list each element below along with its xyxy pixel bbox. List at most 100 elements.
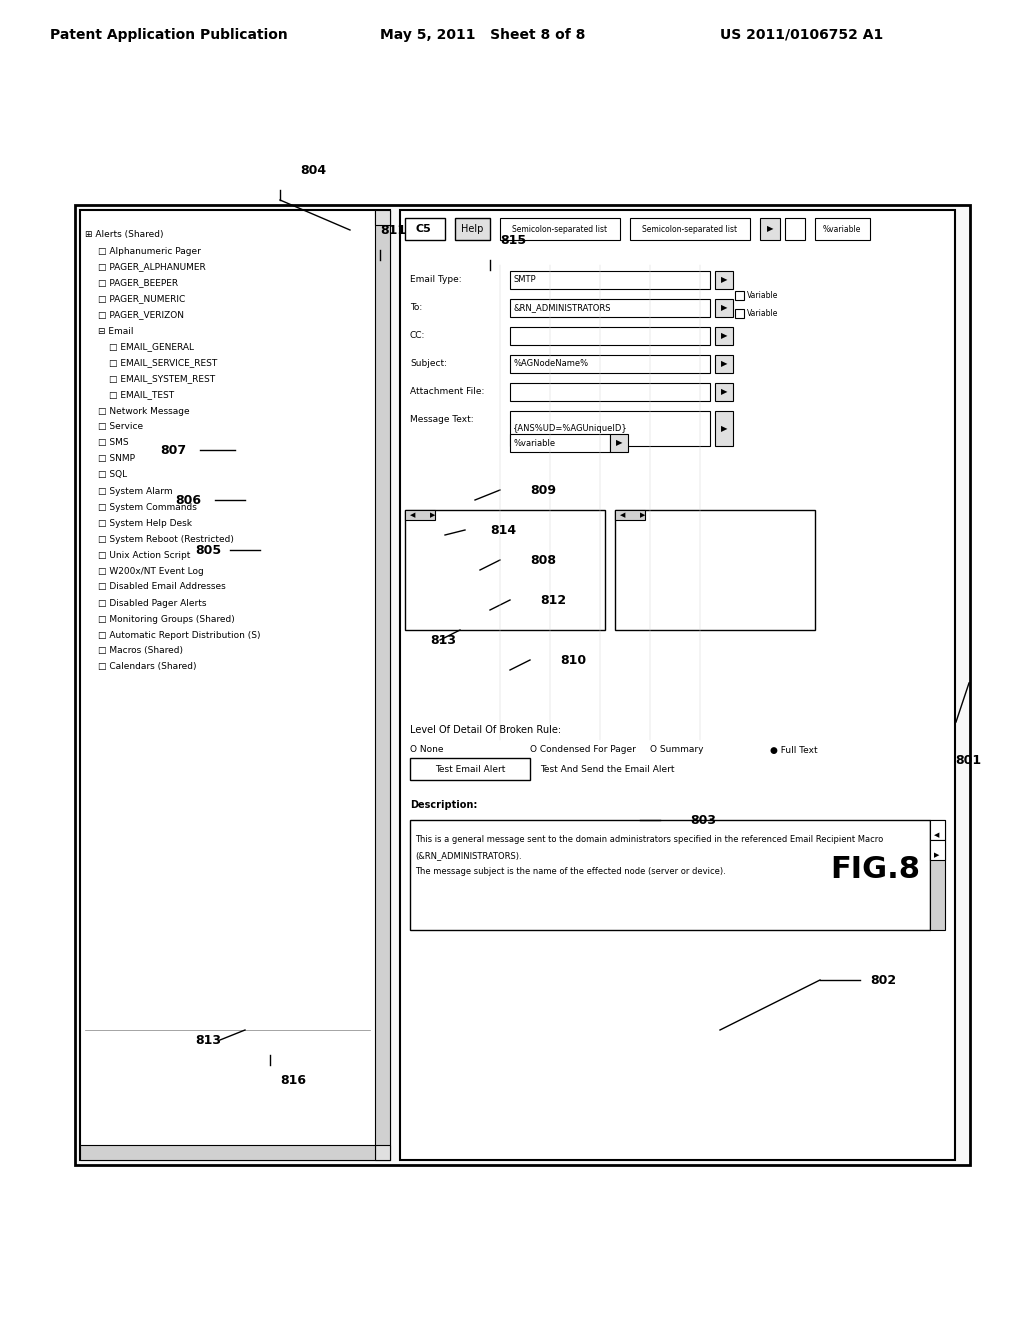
- Text: 804: 804: [300, 164, 326, 177]
- Text: Subject:: Subject:: [410, 359, 447, 368]
- Bar: [735, 309, 744, 318]
- Text: □ Automatic Report Distribution (S): □ Automatic Report Distribution (S): [98, 631, 260, 639]
- Text: %variable: %variable: [823, 224, 861, 234]
- Bar: [930, 820, 945, 840]
- Bar: [400, 210, 955, 1160]
- Bar: [80, 210, 390, 1160]
- Text: Attachment File:: Attachment File:: [410, 388, 484, 396]
- Text: □ System Alarm: □ System Alarm: [98, 487, 173, 495]
- Text: ▶: ▶: [721, 304, 727, 313]
- Text: 813: 813: [195, 1034, 221, 1047]
- Text: □ PAGER_NUMERIC: □ PAGER_NUMERIC: [98, 294, 185, 304]
- Text: 812: 812: [540, 594, 566, 606]
- Bar: [375, 210, 390, 224]
- Text: %AGNodeName%: %AGNodeName%: [513, 359, 588, 368]
- Bar: [715, 271, 733, 289]
- Text: May 5, 2011   Sheet 8 of 8: May 5, 2011 Sheet 8 of 8: [380, 28, 586, 42]
- Text: ▶: ▶: [640, 512, 645, 517]
- Text: □ Disabled Email Addresses: □ Disabled Email Addresses: [98, 582, 225, 591]
- Text: ⊟ Email: ⊟ Email: [98, 326, 133, 335]
- Bar: [510, 327, 710, 345]
- Text: □ EMAIL_TEST: □ EMAIL_TEST: [109, 391, 174, 400]
- Text: ◀: ◀: [620, 512, 626, 517]
- Bar: [715, 383, 733, 401]
- Text: 815: 815: [500, 234, 526, 247]
- Text: FIG.8: FIG.8: [830, 855, 920, 884]
- Bar: [510, 355, 710, 374]
- Bar: [630, 218, 750, 240]
- Text: □ System Commands: □ System Commands: [98, 503, 197, 511]
- Bar: [715, 300, 733, 317]
- Text: US 2011/0106752 A1: US 2011/0106752 A1: [720, 28, 884, 42]
- Text: 803: 803: [690, 813, 716, 826]
- Text: □ EMAIL_GENERAL: □ EMAIL_GENERAL: [109, 342, 194, 351]
- Bar: [406, 510, 435, 520]
- Text: □ PAGER_VERIZON: □ PAGER_VERIZON: [98, 310, 184, 319]
- Text: ▶: ▶: [430, 512, 435, 517]
- Text: Level Of Detail Of Broken Rule:: Level Of Detail Of Broken Rule:: [410, 725, 561, 735]
- Text: O Summary: O Summary: [650, 746, 703, 755]
- Bar: [406, 510, 605, 630]
- Text: &RN_ADMINISTRATORS: &RN_ADMINISTRATORS: [513, 304, 610, 313]
- Bar: [930, 840, 945, 861]
- Text: □ SNMP: □ SNMP: [98, 454, 135, 463]
- Bar: [510, 300, 710, 317]
- Text: 809: 809: [530, 483, 556, 496]
- Bar: [375, 1144, 390, 1160]
- Text: □ Alphanumeric Pager: □ Alphanumeric Pager: [98, 247, 201, 256]
- Text: 811: 811: [380, 223, 407, 236]
- Text: □ Calendars (Shared): □ Calendars (Shared): [98, 663, 197, 672]
- Text: □ Monitoring Groups (Shared): □ Monitoring Groups (Shared): [98, 615, 234, 623]
- Text: 814: 814: [490, 524, 516, 536]
- Text: □ PAGER_ALPHANUMER: □ PAGER_ALPHANUMER: [98, 263, 206, 272]
- Text: ◀: ◀: [410, 512, 416, 517]
- Bar: [735, 290, 744, 300]
- Bar: [615, 510, 645, 520]
- Text: □ EMAIL_SERVICE_REST: □ EMAIL_SERVICE_REST: [109, 359, 217, 367]
- Text: Semicolon-separated list: Semicolon-separated list: [642, 224, 737, 234]
- Text: %variable: %variable: [513, 438, 555, 447]
- Bar: [815, 218, 870, 240]
- Text: The message subject is the name of the effected node (server or device).: The message subject is the name of the e…: [415, 867, 726, 876]
- Text: ▶: ▶: [934, 851, 940, 858]
- Bar: [75, 205, 970, 1166]
- Text: □ SQL: □ SQL: [98, 470, 127, 479]
- Bar: [410, 758, 530, 780]
- Text: Help: Help: [461, 224, 483, 234]
- Text: 807: 807: [160, 444, 186, 457]
- Text: {ANS%UD=%AGUniqueID}: {ANS%UD=%AGUniqueID}: [513, 424, 628, 433]
- Text: CC:: CC:: [410, 331, 425, 341]
- Text: □ Macros (Shared): □ Macros (Shared): [98, 647, 183, 656]
- Bar: [760, 218, 780, 240]
- Bar: [510, 383, 710, 401]
- Text: Test And Send the Email Alert: Test And Send the Email Alert: [540, 764, 675, 774]
- Bar: [715, 327, 733, 345]
- Text: □ Unix Action Script: □ Unix Action Script: [98, 550, 190, 560]
- Text: ▶: ▶: [721, 359, 727, 368]
- Text: ● Full Text: ● Full Text: [770, 746, 817, 755]
- Text: □ Disabled Pager Alerts: □ Disabled Pager Alerts: [98, 598, 207, 607]
- Text: Message Text:: Message Text:: [410, 416, 474, 425]
- Bar: [510, 434, 610, 451]
- Text: 802: 802: [870, 974, 896, 986]
- Bar: [455, 218, 490, 240]
- Text: ▶: ▶: [721, 331, 727, 341]
- Text: 813: 813: [430, 634, 456, 647]
- Text: □ System Help Desk: □ System Help Desk: [98, 519, 193, 528]
- Text: C5: C5: [415, 224, 431, 234]
- Text: ▶: ▶: [721, 276, 727, 285]
- Bar: [785, 218, 805, 240]
- Bar: [510, 411, 710, 446]
- Text: To:: To:: [410, 304, 422, 313]
- Bar: [375, 210, 390, 1160]
- Bar: [80, 1144, 375, 1160]
- Text: □ EMAIL_SYSTEM_REST: □ EMAIL_SYSTEM_REST: [109, 375, 215, 384]
- Bar: [410, 820, 930, 931]
- Text: Variable: Variable: [746, 309, 778, 318]
- Bar: [715, 355, 733, 374]
- Text: ▶: ▶: [721, 388, 727, 396]
- Bar: [610, 434, 628, 451]
- Text: O None: O None: [410, 746, 443, 755]
- Bar: [930, 820, 945, 931]
- Bar: [715, 411, 733, 446]
